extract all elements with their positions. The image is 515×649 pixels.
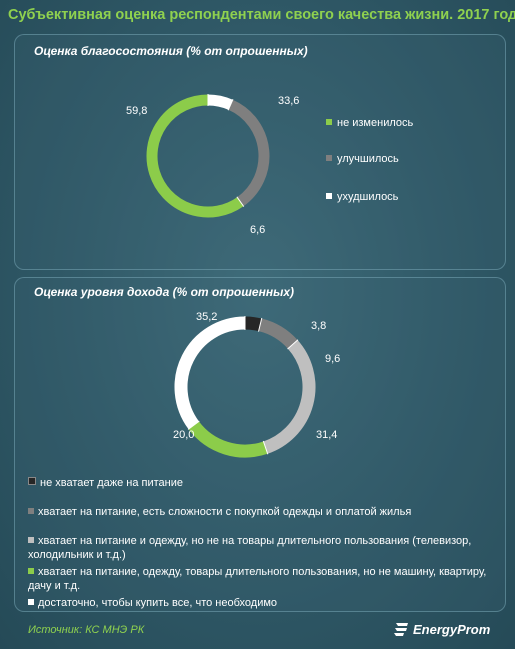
slice-separator <box>262 440 269 455</box>
data-label: 3,8 <box>311 320 326 332</box>
legend-item-food-clothes: хватает на питание и одежду, но не на то… <box>28 534 498 562</box>
slice-improved <box>228 99 270 207</box>
welfare-chart-title: Оценка благосостояния (% от опрошенных) <box>34 44 308 58</box>
legend-swatch <box>326 193 332 199</box>
legend-item-everything: достаточно, чтобы купить все, что необхо… <box>28 596 498 610</box>
source-note: Источник: КС МНЭ РК <box>28 624 145 636</box>
slice-durables <box>188 421 268 458</box>
slice-separator <box>287 339 299 350</box>
legend-label: хватает на питание, есть сложности с пок… <box>38 506 412 518</box>
legend-item-worsened: ухудшилось <box>326 191 398 203</box>
legend-item-durables: хватает на питание, одежду, товары длите… <box>28 565 498 593</box>
legend-swatch <box>28 537 34 543</box>
data-label: 9,6 <box>325 353 340 365</box>
legend-swatch <box>28 599 34 605</box>
brand-logo: EnergyProm <box>393 618 503 642</box>
brand-name: EnergyProm <box>413 622 491 637</box>
legend-swatch <box>28 508 34 514</box>
data-label: 20,0 <box>173 429 194 441</box>
slice-separator <box>187 420 200 430</box>
legend-label: не хватает даже на питание <box>40 477 184 489</box>
legend-swatch <box>28 568 34 574</box>
legend-label: достаточно, чтобы купить все, что необхо… <box>38 597 278 609</box>
slice-food-clothes <box>263 340 316 454</box>
legend-label: хватает на питание и одежду, но не на то… <box>28 535 472 561</box>
slice-separator <box>227 99 234 111</box>
legend-swatch <box>326 119 332 125</box>
legend-label: ухудшилось <box>337 191 399 203</box>
data-label: 33,6 <box>278 95 299 107</box>
legend-item-improved: улучшилось <box>326 153 399 165</box>
page-title: Субъективная оценка респондентами своего… <box>8 7 515 23</box>
energyprom-logo-icon <box>394 623 408 636</box>
slice-food-only <box>258 318 298 349</box>
legend-item-unchanged: не изменилось <box>326 117 413 129</box>
income-chart-title: Оценка уровня дохода (% от опрошенных) <box>34 285 295 299</box>
legend-swatch <box>326 155 332 161</box>
legend-item-food-only: хватает на питание, есть сложности с пок… <box>28 505 498 519</box>
legend-label: не изменилось <box>337 117 414 129</box>
slice-separator <box>236 196 245 207</box>
slice-worsened <box>207 94 233 110</box>
data-label: 6,6 <box>250 224 265 236</box>
slice-separator <box>257 317 263 332</box>
legend-swatch <box>28 477 36 485</box>
data-label: 31,4 <box>316 429 337 441</box>
data-label: 35,2 <box>196 311 217 323</box>
slice-everything <box>174 316 246 430</box>
slice-not-enough-food <box>244 316 262 332</box>
data-label: 59,8 <box>126 105 147 117</box>
legend-label: улучшилось <box>337 153 399 165</box>
legend-item-not-enough-food: не хватает даже на питание <box>28 476 498 490</box>
slice-unchanged <box>146 94 244 218</box>
legend-label: хватает на питание, одежду, товары длите… <box>28 566 487 592</box>
